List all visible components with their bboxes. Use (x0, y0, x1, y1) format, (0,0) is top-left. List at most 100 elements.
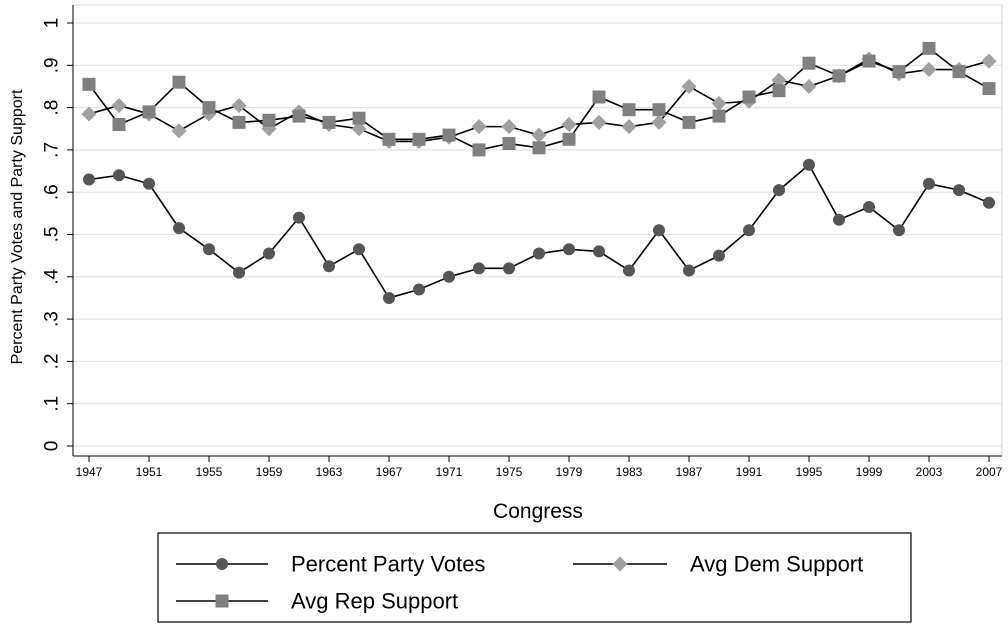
data-point (622, 103, 636, 117)
data-point (623, 264, 635, 277)
data-point (443, 270, 455, 283)
data-point (952, 65, 966, 79)
data-point (832, 69, 846, 83)
data-point (833, 213, 845, 226)
legend-box (157, 532, 912, 623)
data-point (561, 117, 577, 133)
data-point (982, 82, 996, 96)
data-point (501, 119, 517, 135)
data-point (563, 243, 575, 256)
data-point (142, 105, 156, 119)
data-point (711, 95, 727, 111)
data-point (621, 119, 637, 135)
data-point (771, 72, 787, 88)
data-point (323, 260, 335, 273)
data-point (472, 143, 486, 157)
x-tick-label: 1987 (676, 465, 703, 479)
data-point (743, 224, 755, 237)
data-point (233, 266, 245, 279)
series-2 (82, 41, 996, 157)
y-tick-label: .6 (42, 184, 63, 200)
data-point (652, 103, 666, 117)
data-point (502, 137, 516, 151)
legend-marker (612, 556, 628, 572)
data-point (263, 247, 275, 260)
y-tick-label: .1 (42, 396, 63, 412)
legend-label: Avg Rep Support (291, 589, 458, 614)
x-tick-label: 1979 (556, 465, 583, 479)
data-point (681, 78, 697, 94)
data-point (801, 78, 817, 94)
data-point (533, 247, 545, 260)
legend-item: Avg Dem Support (573, 552, 863, 577)
data-point (82, 77, 96, 91)
data-point (592, 90, 606, 104)
y-tick-label: .3 (42, 311, 63, 327)
legend-label: Percent Party Votes (291, 552, 485, 577)
data-point (83, 173, 95, 186)
data-point (923, 177, 935, 190)
data-point (983, 196, 995, 209)
data-point (713, 249, 725, 262)
y-tick-label: .9 (42, 57, 63, 73)
legend-item: Percent Party Votes (176, 552, 485, 577)
x-tick-label: 1951 (136, 465, 163, 479)
data-point (471, 119, 487, 135)
data-point (172, 75, 186, 89)
data-point (231, 97, 247, 113)
data-point (981, 53, 997, 69)
y-tick-label: 1 (42, 18, 63, 29)
data-point (293, 211, 305, 224)
data-point (953, 184, 965, 197)
gridlines (73, 22, 1002, 447)
y-tick-label: .4 (42, 268, 63, 284)
data-point (653, 224, 665, 237)
series-0 (83, 158, 995, 304)
legend-marker (215, 594, 229, 608)
data-point (412, 132, 426, 146)
data-point (203, 243, 215, 256)
data-point (413, 283, 425, 296)
series-layer (81, 41, 997, 304)
data-point (893, 224, 905, 237)
data-point (352, 111, 366, 125)
data-point (921, 62, 937, 78)
data-point (171, 123, 187, 139)
data-point (773, 184, 785, 197)
legend-marker (216, 558, 228, 570)
x-tick-label: 2007 (976, 465, 1003, 479)
x-tick-label: 1963 (316, 465, 343, 479)
data-point (143, 177, 155, 190)
data-point (712, 109, 726, 123)
data-point (113, 169, 125, 182)
data-point (353, 243, 365, 256)
y-axis-label: Percent Party Votes and Party Support (9, 89, 26, 364)
data-point (803, 158, 815, 171)
data-point (802, 56, 816, 70)
y-tick-label: .2 (42, 353, 63, 369)
data-point (442, 128, 456, 142)
data-point (591, 114, 607, 130)
data-point (262, 113, 276, 127)
y-axis: 0 .1 .2 .3 .4 .5 .6 .7 .8 .9 1 (42, 18, 73, 452)
data-point (383, 291, 395, 304)
data-point (81, 106, 97, 122)
y-tick-label: .7 (42, 142, 63, 158)
data-point (112, 118, 126, 132)
data-point (862, 54, 876, 68)
x-tick-label: 1995 (796, 465, 823, 479)
data-point (682, 115, 696, 129)
x-axis-label: Congress (493, 500, 583, 523)
data-point (863, 201, 875, 214)
legend-item: Avg Rep Support (176, 589, 458, 614)
data-point (562, 132, 576, 146)
legend-label: Avg Dem Support (690, 552, 863, 577)
x-tick-label: 1983 (616, 465, 643, 479)
data-point (202, 101, 216, 115)
data-point (892, 65, 906, 79)
y-tick-label: 0 (42, 441, 63, 452)
data-point (683, 264, 695, 277)
plot-frame (72, 4, 1003, 457)
